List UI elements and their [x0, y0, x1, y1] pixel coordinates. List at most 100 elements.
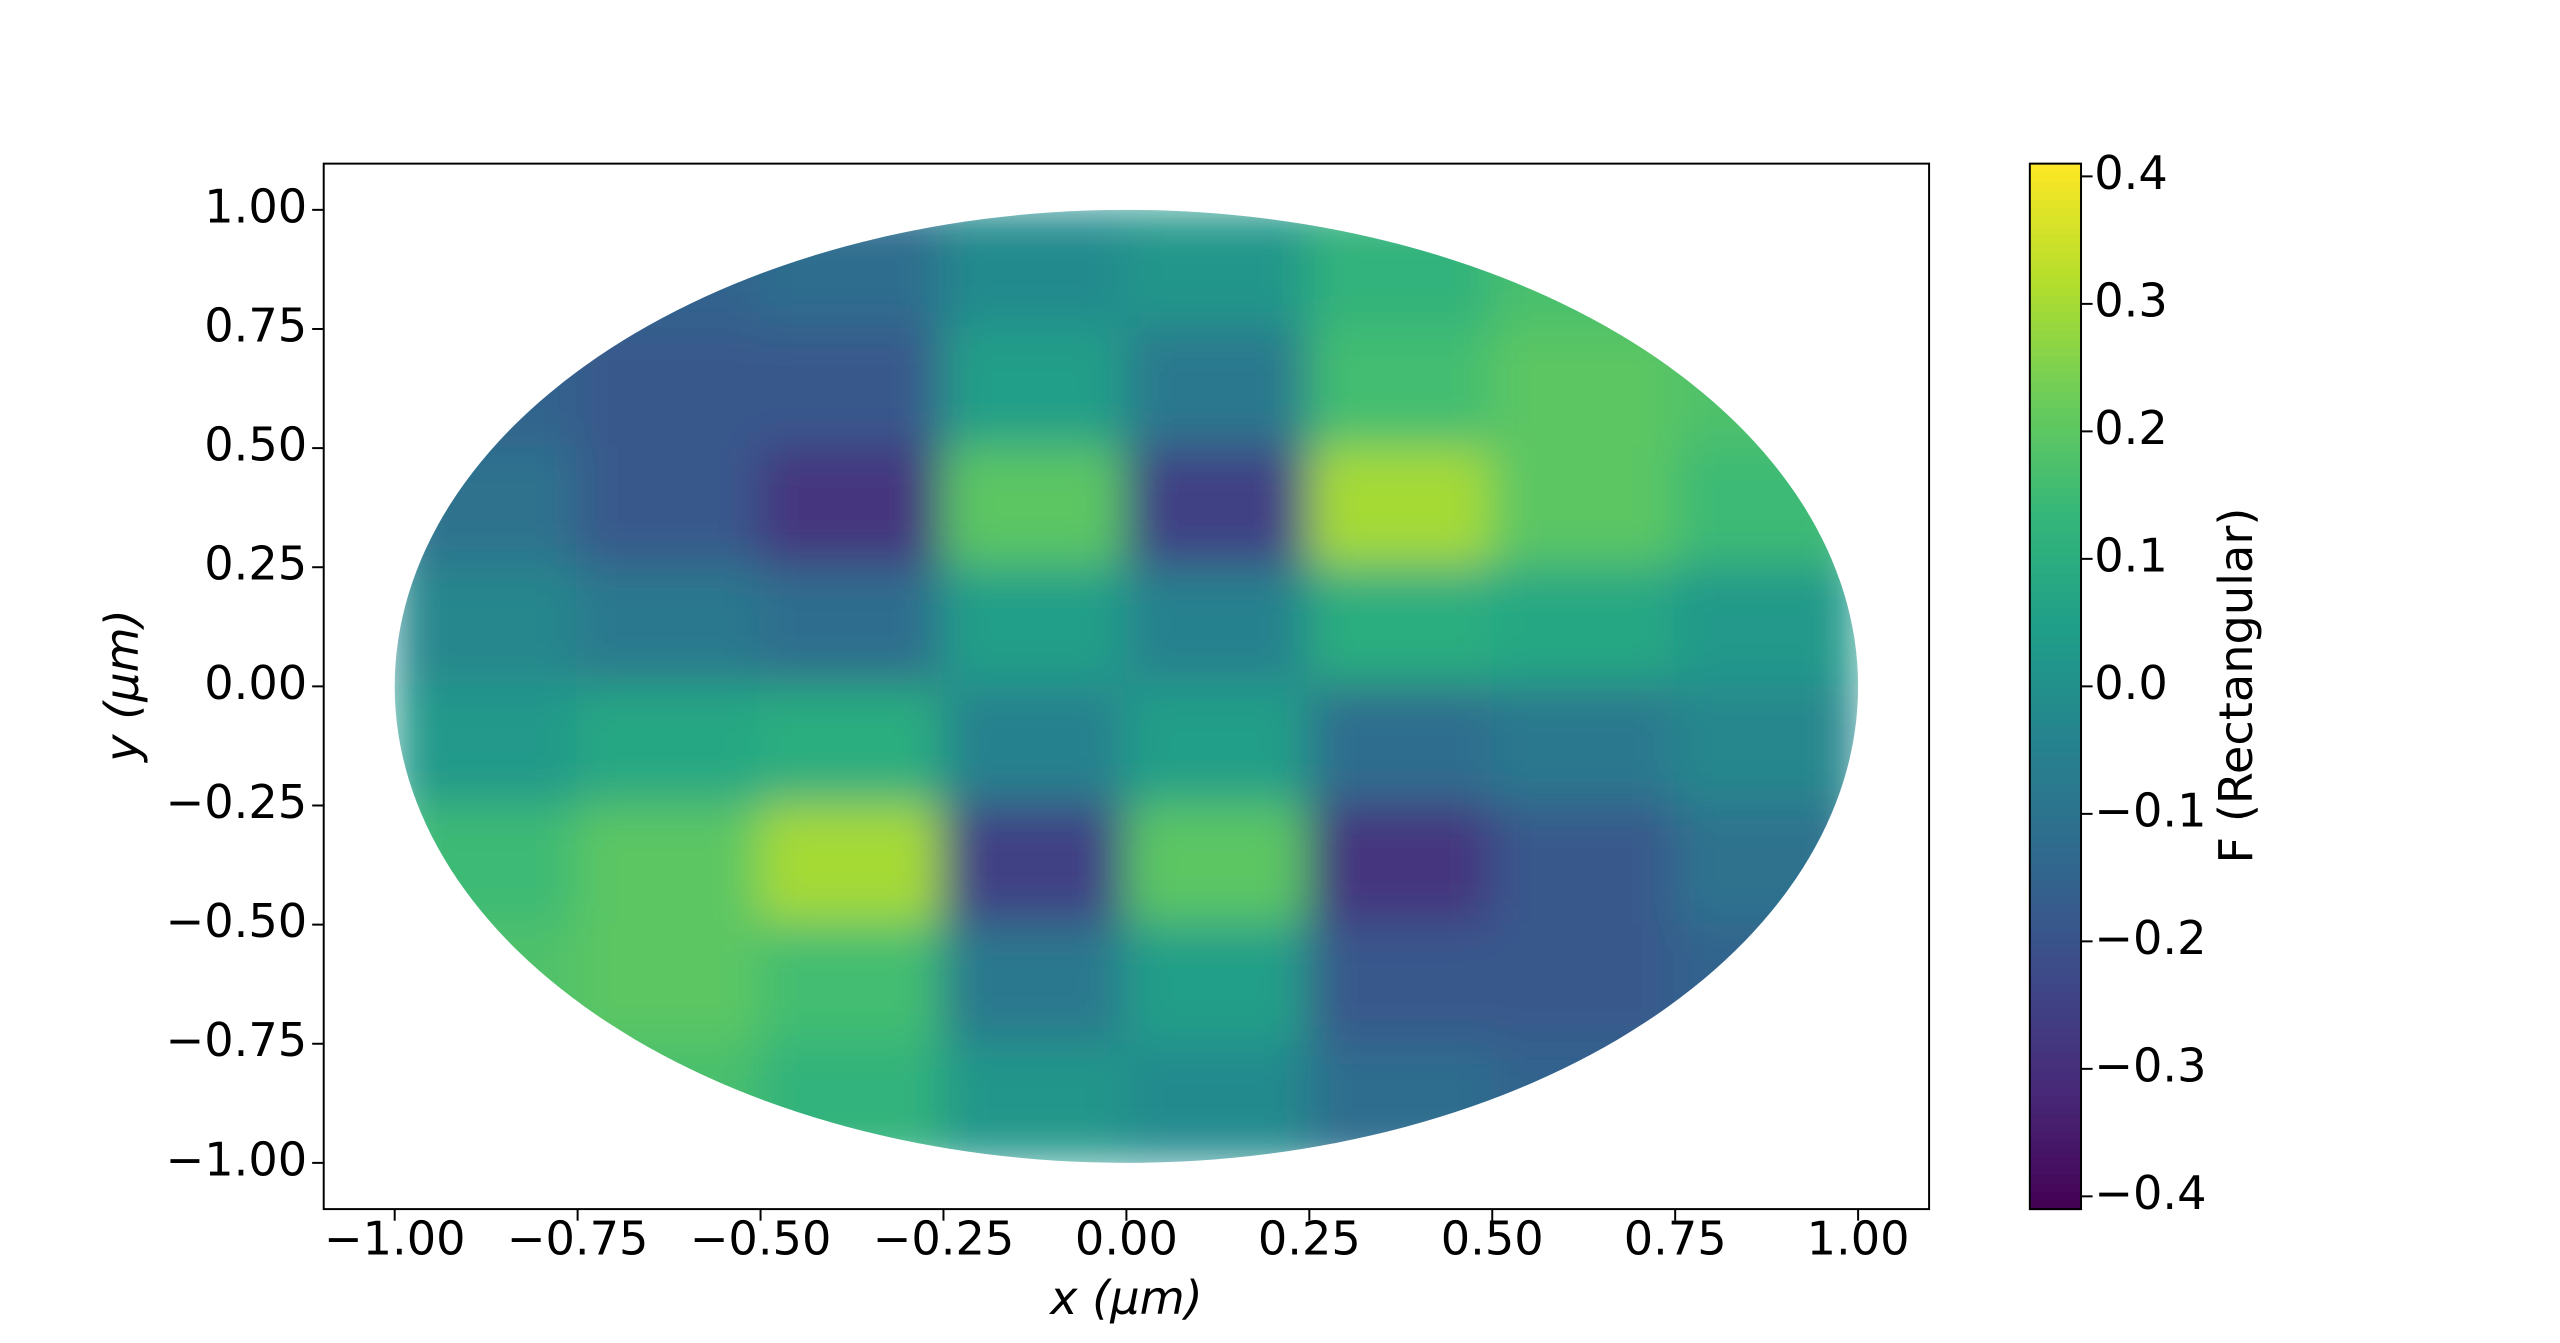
colorbar-band: [2029, 503, 2082, 514]
field-cell: [758, 922, 946, 1046]
colorbar-band: [2029, 198, 2082, 209]
colorbar-band: [2029, 729, 2082, 740]
colorbar-band: [2029, 1139, 2082, 1150]
colorbar-tick-label: 0.3: [2094, 273, 2168, 327]
colorbar-band: [2029, 1069, 2082, 1080]
colorbar-band: [2029, 1174, 2082, 1184]
field-cell: [1490, 327, 1677, 450]
field-cell: [941, 684, 1129, 808]
colorbar-band: [2029, 956, 2082, 967]
colorbar-band: [2029, 790, 2082, 801]
field-cell: [1307, 1042, 1494, 1163]
field-cell: [1490, 684, 1677, 808]
x-tick-label: 1.00: [1807, 1212, 1910, 1266]
colorbar-band: [2029, 817, 2082, 827]
field-cell: [1490, 1042, 1677, 1163]
colorbar-band: [2029, 224, 2082, 235]
field-cell: [575, 684, 763, 808]
field-cell: [758, 803, 946, 927]
y-tick-label: 0.00: [204, 656, 307, 710]
colorbar-band: [2029, 668, 2082, 679]
field-cell: [394, 803, 580, 927]
colorbar-band: [2029, 346, 2082, 357]
y-tick-label: −0.25: [166, 775, 308, 829]
field-cell: [394, 922, 580, 1046]
colorbar-band: [2029, 677, 2082, 688]
field-cell: [1673, 803, 1859, 927]
colorbar-band: [2029, 625, 2082, 636]
field-cell: [1307, 803, 1494, 927]
colorbar-band: [2029, 843, 2082, 853]
colorbar-tick-label: 0.1: [2094, 528, 2168, 582]
colorbar-band: [2029, 242, 2082, 252]
colorbar-band: [2029, 1087, 2082, 1097]
colorbar-tick-label: 0.2: [2094, 401, 2168, 455]
field-cell: [941, 922, 1129, 1046]
colorbar-band: [2029, 1026, 2082, 1036]
field-cell: [1307, 565, 1494, 689]
colorbar-band: [2029, 878, 2082, 888]
colorbar-band: [2029, 538, 2082, 548]
field-cell: [1490, 922, 1677, 1046]
colorbar-band: [2029, 311, 2082, 322]
colorbar-band: [2029, 1165, 2082, 1176]
field-cell: [1490, 446, 1677, 569]
colorbar-band: [2029, 1043, 2082, 1054]
colorbar-band: [2029, 381, 2082, 392]
colorbar-band: [2029, 1156, 2082, 1167]
colorbar-band: [2029, 459, 2082, 470]
colorbar-band: [2029, 512, 2082, 522]
colorbar-band: [2029, 416, 2082, 426]
y-tick-label: 0.50: [204, 418, 307, 472]
field-cell: [1124, 922, 1311, 1046]
y-tick-label: −0.50: [166, 894, 308, 948]
field-cell: [1673, 565, 1859, 689]
field-cell: [1307, 922, 1494, 1046]
colorbar-band: [2029, 364, 2082, 374]
field-cell: [941, 803, 1129, 927]
y-tick-label: 0.75: [204, 298, 307, 352]
colorbar-band: [2029, 756, 2082, 766]
colorbar-tick-label: −0.4: [2094, 1166, 2206, 1220]
field-cell: [941, 565, 1129, 689]
field-cell: [394, 209, 580, 331]
field-cell: [941, 446, 1129, 569]
x-tick-label: 0.50: [1441, 1212, 1544, 1266]
colorbar-band: [2029, 703, 2082, 714]
field-cell: [758, 209, 946, 331]
colorbar-band: [2029, 939, 2082, 949]
colorbar-band: [2029, 1130, 2082, 1141]
colorbar-band: [2029, 529, 2082, 540]
field-cell: [1490, 209, 1677, 331]
colorbar-band: [2029, 424, 2082, 435]
colorbar-band: [2029, 1121, 2082, 1132]
colorbar-band: [2029, 886, 2082, 897]
colorbar-band: [2029, 782, 2082, 792]
field-cell: [394, 446, 580, 569]
field-cell: [575, 1042, 763, 1163]
colorbar-band: [2029, 372, 2082, 383]
colorbar-band: [2029, 250, 2082, 261]
field-cell: [1673, 1042, 1859, 1163]
colorbar-band: [2029, 285, 2082, 296]
colorbar-band: [2029, 520, 2082, 531]
colorbar-band: [2029, 573, 2082, 583]
y-tick-label: −0.75: [166, 1013, 308, 1067]
colorbar-label: F (Rectangular): [2209, 508, 2263, 864]
colorbar-band: [2029, 451, 2082, 461]
colorbar-band: [2029, 276, 2082, 287]
field-cell: [941, 209, 1129, 331]
field-cell: [1307, 327, 1494, 450]
colorbar-band: [2029, 1148, 2082, 1158]
colorbar-band: [2029, 860, 2082, 871]
colorbar-band: [2029, 642, 2082, 653]
colorbar-band: [2029, 433, 2082, 444]
colorbar-tick-label: 0.0: [2094, 656, 2168, 710]
colorbar-band: [2029, 764, 2082, 775]
field-cell: [575, 922, 763, 1046]
colorbar: −0.4 −0.3 −0.2 −0.1 0.0 0.1 0.2 0.3 0.4: [2028, 146, 2207, 1220]
colorbar-band: [2029, 181, 2082, 191]
colorbar-band: [2029, 851, 2082, 862]
colorbar-band: [2029, 912, 2082, 923]
